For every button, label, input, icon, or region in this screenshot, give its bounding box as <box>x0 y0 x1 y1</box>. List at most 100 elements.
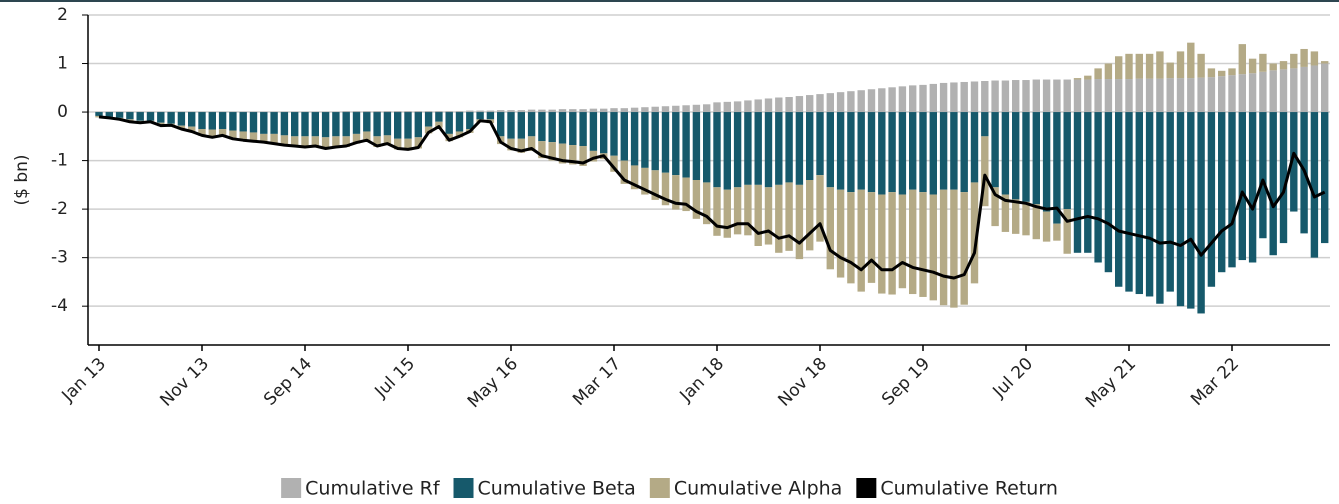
bar-segment <box>888 87 896 113</box>
bar-segment <box>507 112 515 139</box>
bar-segment <box>929 194 937 301</box>
legend-swatch <box>856 478 877 498</box>
legend-label: Cumulative Beta <box>478 478 636 500</box>
bar-segment <box>816 175 824 242</box>
bar-segment <box>476 112 484 120</box>
bar-segment <box>1042 112 1051 212</box>
bar-segment <box>548 142 556 161</box>
bar-segment <box>888 112 896 193</box>
bar-segment <box>806 112 814 180</box>
bar-segment <box>311 112 319 137</box>
bar-segment <box>589 112 598 151</box>
bar-segment <box>898 86 907 113</box>
bar-segment <box>105 112 113 117</box>
bar-segment <box>661 106 670 113</box>
bar-segment <box>641 112 649 168</box>
bar-segment <box>939 82 948 113</box>
bar-segment <box>610 155 618 172</box>
bar-segment <box>847 91 855 113</box>
bar-segment <box>445 112 453 134</box>
bar-segment <box>1187 78 1195 113</box>
bar-segment <box>1166 62 1174 79</box>
bar-segment <box>867 112 876 193</box>
x-tick-label: Sep 14 <box>260 354 316 410</box>
bar-segment <box>713 187 721 236</box>
bar-segment <box>280 135 289 146</box>
bar-segment <box>630 165 639 190</box>
bar-segment <box>1279 112 1288 244</box>
bar-segment <box>620 108 628 113</box>
bar-segment <box>1321 112 1329 244</box>
bar-segment <box>1197 77 1205 113</box>
bar-segment <box>754 112 762 185</box>
y-tick-label: -4 <box>51 296 68 316</box>
bar-segment <box>517 138 525 153</box>
bar-segment <box>291 112 299 137</box>
bar-segment <box>991 112 999 188</box>
bar-segment <box>867 192 876 283</box>
bar-segment <box>558 143 567 164</box>
bar-segment <box>1218 76 1226 113</box>
bar-segment <box>373 111 381 113</box>
x-tick-label: Jul 15 <box>371 354 419 402</box>
bar-segment <box>806 180 814 251</box>
bar-segment <box>672 112 680 176</box>
bar-segment <box>229 112 237 131</box>
bar-segment <box>1001 112 1010 195</box>
bar-segment <box>785 182 793 251</box>
bar-segment <box>620 112 628 161</box>
bar-segment <box>950 189 958 308</box>
bar-segment <box>847 192 855 284</box>
y-tick-label: -3 <box>51 248 68 268</box>
bar-segment <box>1228 112 1236 268</box>
bar-segment <box>1104 112 1113 273</box>
bar-segment <box>558 112 567 144</box>
bar-segment <box>167 112 175 124</box>
bar-segment <box>651 170 659 200</box>
bar-segment <box>1207 77 1216 113</box>
bar-segment <box>1053 112 1061 224</box>
bar-segment <box>126 112 134 120</box>
bar-segment <box>1187 112 1195 309</box>
bar-segment <box>682 177 690 212</box>
bar-segment <box>1104 63 1113 80</box>
bar-segment <box>579 112 587 147</box>
bar-segment <box>517 112 525 139</box>
bar-segment <box>1012 80 1020 113</box>
bar-segment <box>703 112 711 183</box>
bar-segment <box>1032 204 1040 240</box>
bar-segment <box>692 180 701 219</box>
bar-segment <box>208 129 216 138</box>
bar-segment <box>311 136 319 147</box>
bar-segment <box>1321 63 1329 113</box>
bar-segment <box>1197 112 1205 314</box>
bar-segment <box>157 112 165 123</box>
bar-segment <box>764 187 773 245</box>
bar-segment <box>909 112 917 190</box>
bar-segment <box>435 121 443 128</box>
bar-segment <box>1042 79 1051 113</box>
bar-segment <box>548 109 556 113</box>
bar-segment <box>1300 66 1308 113</box>
bar-segment <box>1207 112 1216 287</box>
bar-segment <box>321 137 330 149</box>
bar-segment <box>208 112 216 130</box>
bar-segment <box>929 83 937 113</box>
bar-segment <box>1001 80 1010 113</box>
bar-segment <box>847 112 855 193</box>
bar-segment <box>641 167 649 195</box>
bar-segment <box>146 112 155 121</box>
bar-segment <box>239 131 247 141</box>
bar-segment <box>1310 65 1319 113</box>
bar-segment <box>600 108 608 113</box>
bar-segment <box>1238 74 1246 113</box>
bar-segment <box>1300 48 1308 67</box>
bar-segment <box>1238 44 1246 75</box>
bar-segment <box>1063 209 1071 254</box>
bar-segment <box>1279 69 1288 113</box>
bar-segment <box>1073 79 1082 113</box>
bar-segment <box>363 112 371 132</box>
x-tick-label: Mar 22 <box>1187 354 1243 410</box>
bar-segment <box>713 112 721 188</box>
bar-segment <box>1156 112 1164 304</box>
